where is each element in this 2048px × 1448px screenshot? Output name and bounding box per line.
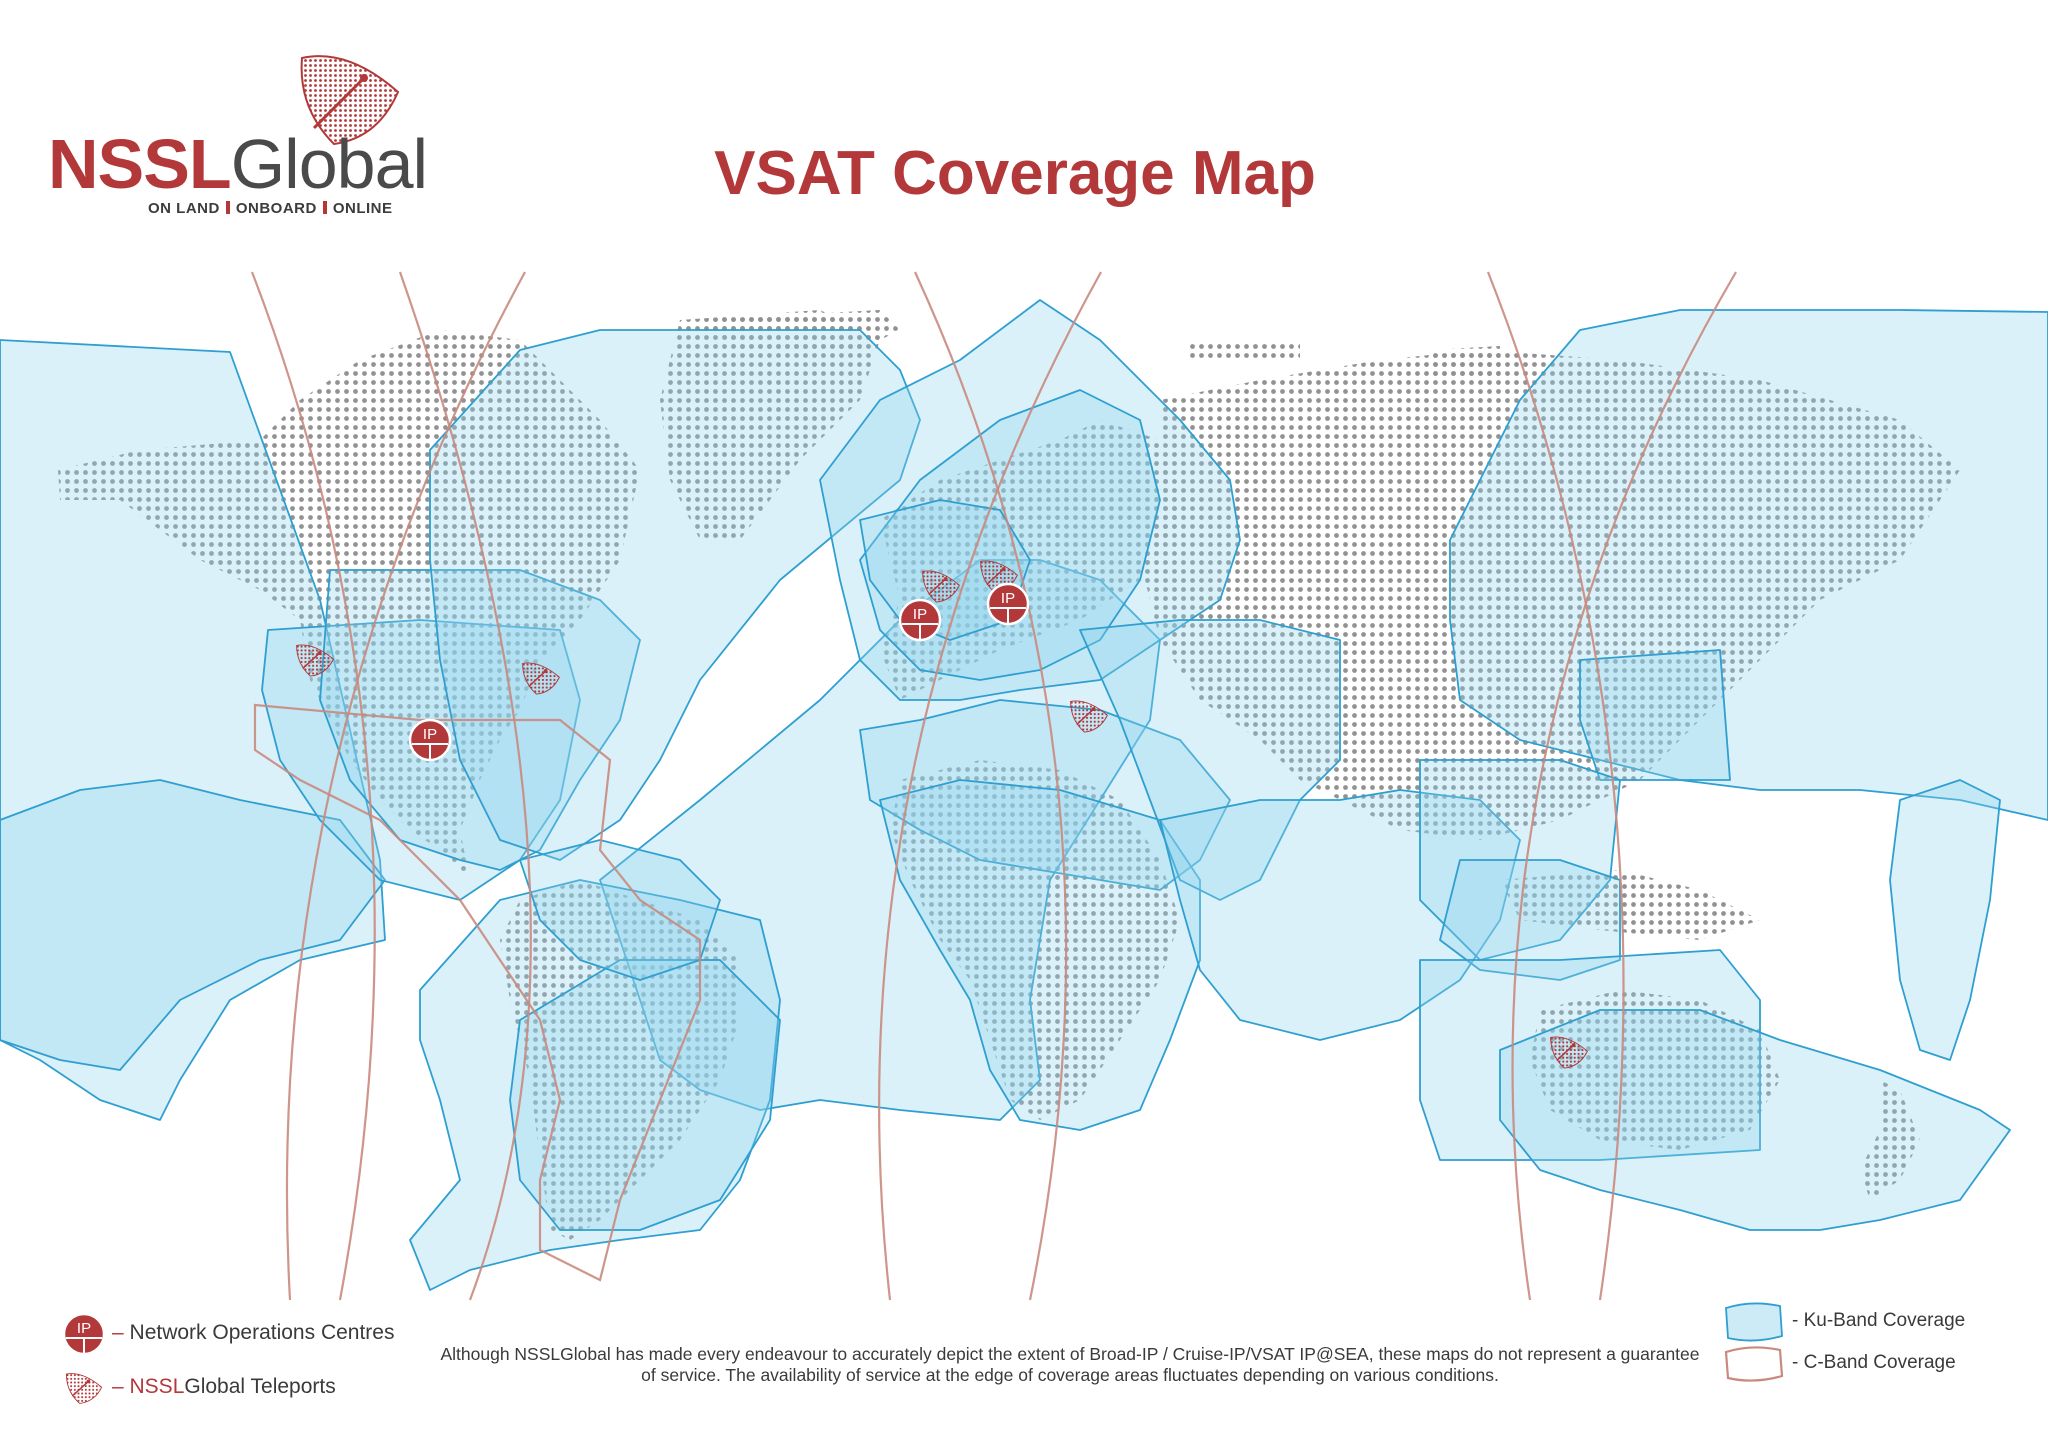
satellite-dish-icon (300, 55, 400, 146)
legend-markers: – Network Operations Centres – NSSLGloba… (62, 1312, 462, 1422)
company-logo: NSSLGlobal ON LAND ONBOARD ONLINE (48, 48, 428, 228)
landmass-africa (890, 760, 1180, 1120)
satellite-dish-icon (65, 1372, 103, 1405)
ku-band-swatch-icon (1725, 1302, 1783, 1342)
ku-beam-indian-ocean (1159, 789, 1521, 1041)
ku-beam-pacific-east (0, 339, 386, 1121)
legend-teleport-label: – NSSLGlobal Teleports (112, 1375, 336, 1398)
c-band-arc-4 (914, 271, 1068, 1301)
c-band-arc-5 (878, 271, 1102, 1301)
logo-tagline: ON LAND ONBOARD ONLINE (148, 200, 393, 217)
c-band-arc-2 (285, 271, 526, 1301)
ku-beam-indonesia (1439, 859, 1621, 981)
logo-wordmark: NSSLGlobal (48, 125, 428, 203)
c-band-arc-7 (1511, 271, 1737, 1301)
ip-marker-icon (62, 1312, 106, 1356)
ku-beam-australia-east (1499, 1009, 2011, 1231)
ku-band-coverage (0, 299, 2048, 1291)
c-band-swatch-icon (1724, 1346, 1784, 1382)
noc-ip-marker-icon (408, 718, 452, 762)
landmass-greenland (660, 310, 880, 540)
ku-beam-south-america-east (509, 959, 781, 1231)
legend-c-label: - C-Band Coverage (1792, 1352, 1956, 1373)
page-title: VSAT Coverage Map (714, 139, 1316, 208)
disclaimer-text: Although NSSLGlobal has made every endea… (440, 1344, 1700, 1385)
landmass-asia (1140, 350, 1960, 840)
c-band-arc-6 (1486, 271, 1625, 1301)
ku-beam-pacific-west (1889, 779, 2001, 1061)
legend-ku-label: - Ku-Band Coverage (1792, 1310, 1966, 1331)
ku-beam-east-asia (1579, 649, 1731, 781)
landmass-australia (1530, 990, 1780, 1150)
ku-beam-atlantic-north (429, 329, 921, 861)
c-band-arc-3 (398, 271, 532, 1301)
ku-beam-middle-east (1079, 619, 1341, 901)
c-band-coverage (250, 271, 1737, 1301)
noc-ip-marker-icon (898, 598, 942, 642)
ku-beam-africa (879, 779, 1201, 1131)
landmass-new-zealand (1860, 1080, 1920, 1200)
legend-coverage: - Ku-Band Coverage - C-Band Coverage (1722, 1300, 2022, 1400)
c-band-americas-outline (253, 703, 702, 1282)
ku-beam-australia (1419, 949, 1761, 1161)
ku-beam-asia-pacific (1449, 309, 2048, 821)
ku-beam-pacific-lower (0, 779, 386, 1071)
land-dots (58, 310, 1960, 1240)
landmass-south-america (500, 880, 740, 1240)
ku-beam-south-america (409, 879, 781, 1291)
c-band-arc-1 (250, 271, 376, 1301)
legend-noc-label: – Network Operations Centres (112, 1321, 395, 1344)
landmass-north-america (58, 330, 640, 900)
noc-ip-marker-icon (986, 582, 1030, 626)
landmass-islands (1500, 870, 1760, 940)
ku-beam-north-america-west (261, 619, 581, 901)
ku-beam-mediterranean (859, 699, 1231, 891)
